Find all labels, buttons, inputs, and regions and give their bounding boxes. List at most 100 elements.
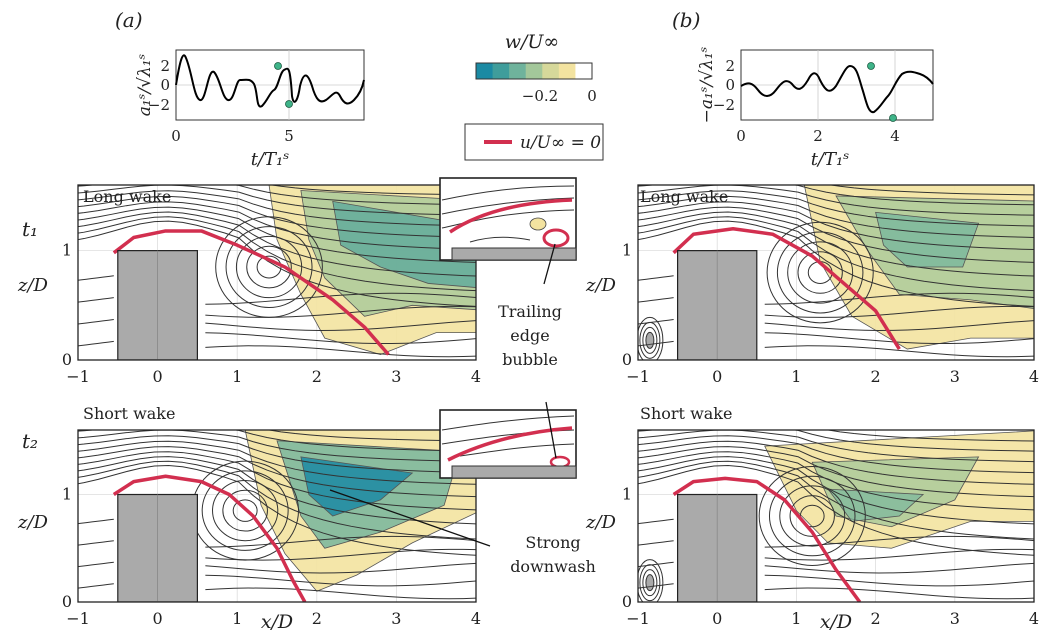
left-bottom-streamline: [78, 446, 476, 498]
right-top-flow-panel: −1 0 1 2 3 401: [622, 184, 1039, 386]
right-top-corner-vortex: [639, 321, 661, 359]
right-top-xtick: 0: [712, 367, 722, 386]
left-top-xtick: 2: [312, 367, 322, 386]
right-top-corner-vortex: [638, 316, 664, 360]
left-bottom-streamline: [78, 451, 476, 511]
inset-top: [439, 177, 577, 261]
right-bottom-streamline: [764, 574, 1034, 587]
left-bottom-ytick: 0: [62, 592, 72, 611]
right-bottom-vortex-loop: [779, 485, 846, 547]
left-top-streamline: [78, 185, 476, 216]
left-bottom-short-wake: Short wake: [83, 404, 175, 423]
right-top-xtick: −1: [626, 367, 650, 386]
right-bottom-streamline: [824, 430, 1034, 442]
left-bottom-frame: [77, 429, 477, 603]
left-top-zero-contour: [112, 229, 390, 356]
colorbar-swatch: [542, 63, 560, 79]
right-top-streamline: [638, 195, 1034, 238]
right-top-ytick: 0: [622, 350, 632, 369]
timeseries-b-marker-t2: [889, 114, 897, 122]
left-xlabel: x/D: [261, 611, 293, 633]
left-bottom-xtick: 0: [153, 609, 163, 628]
right-bottom-streamline: [638, 430, 1034, 452]
right-top-streamline: [638, 185, 1034, 206]
right-bottom-streamline: [638, 440, 1034, 485]
right-top-vortex-loop: [787, 241, 854, 304]
timeseries-b: 2 0 −2 0 2 4 t/T₁ˢ −a₁ˢ/√λ₁ˢ: [697, 46, 934, 170]
right-bottom-zero-contour: [672, 476, 862, 602]
colorbar-swatch: [558, 63, 576, 79]
right-top-streamline: [764, 345, 1034, 358]
inset-bottom: [439, 409, 577, 479]
left-bottom-zero-contour: [112, 474, 307, 602]
left-bottom-vortex-loop: [232, 499, 258, 522]
right-top-zero-contour: [672, 227, 901, 350]
panel-a-label: (a): [115, 8, 143, 32]
left-top-streamline: [205, 320, 476, 331]
panel-b-label: (b): [672, 8, 700, 32]
left-bottom-streamline: [78, 440, 476, 485]
left-bottom-flow-panel: −1 0 1 2 3 401: [62, 429, 481, 628]
right-top-streamline: [638, 216, 1034, 292]
timeseries-b-xtick-0: 0: [736, 127, 746, 145]
left-top-streamline: [205, 332, 476, 345]
timeseries-b-marker-t1: [867, 62, 875, 70]
right-bottom-streamline: [638, 518, 674, 525]
right-bottom-streamline: [638, 435, 1034, 474]
left-bottom-streamline: [205, 587, 476, 600]
right-top-xtick: 4: [1029, 367, 1039, 386]
right-bottom-xtick: 4: [1029, 609, 1039, 628]
colorbar-swatch: [575, 63, 593, 79]
colorbar-swatch: [509, 63, 527, 79]
timeseries-a-xtick-0: 0: [171, 127, 181, 145]
right-top-streamline: [764, 292, 1034, 305]
left-top-streamline: [78, 195, 476, 238]
timeseries-b-ylabel: −a₁ˢ/√λ₁ˢ: [697, 46, 717, 123]
colorbar-swatch: [492, 63, 510, 79]
left-top-xtick: 1: [232, 367, 242, 386]
right-bottom-streamline: [638, 460, 1034, 540]
left-bottom-streamline: [78, 561, 114, 568]
right-top-streamline: [638, 275, 674, 281]
right-top-vortex-loop: [776, 231, 864, 314]
right-top-ytick: 1: [622, 241, 632, 260]
left-bottom-streamline: [78, 583, 114, 589]
left-top-zd-label: z/D: [17, 275, 49, 296]
left-top-xtick: 3: [391, 367, 401, 386]
left-bottom-streamline: [205, 535, 476, 548]
left-bottom-streamline: [78, 435, 476, 474]
right-bottom-streamline: [764, 562, 1034, 574]
left-bottom-streamline: [265, 430, 476, 442]
left-top-streamline: [78, 340, 114, 347]
right-bottom-short-wake: Short wake: [640, 404, 732, 423]
left-top-streamline: [78, 216, 476, 292]
timeseries-b-ytick-2: 2: [725, 57, 735, 75]
right-bottom-streamline: [638, 540, 674, 546]
left-bottom-streamline: [78, 540, 114, 546]
right-bottom-vortex-loop: [758, 466, 866, 566]
left-bottom-vortex-loop: [201, 470, 289, 551]
timeseries-b-xlabel: t/T₁ˢ: [811, 149, 850, 170]
right-bottom-vortex-loop: [768, 475, 856, 557]
right-top-streamline: [638, 297, 674, 303]
legend: u/U∞ = 0: [464, 123, 604, 161]
right-bottom-xtick: 0: [712, 609, 722, 628]
left-top-streamline: [78, 275, 114, 281]
right-bottom-corner-vortex: [638, 559, 664, 602]
left-bottom-streamline: [205, 574, 476, 587]
timeseries-a-marker-t1: [274, 62, 282, 70]
left-bottom-xtick: 1: [232, 609, 242, 628]
right-top-long-wake: Long wake: [640, 187, 728, 206]
left-top-vortex-loop: [235, 235, 303, 299]
left-bottom-streamline: [78, 518, 114, 525]
timeseries-a-curve: [175, 54, 365, 108]
left-bottom-xtick: −1: [66, 609, 90, 628]
annotation-downwash: downwash: [510, 557, 596, 576]
left-top-long-wake: Long wake: [83, 187, 171, 206]
right-top-streamline: [764, 305, 1034, 318]
right-top-frame: [637, 184, 1035, 361]
right-top-xtick: 1: [791, 367, 801, 386]
annotation-strong-downwash: Strong downwash: [329, 489, 596, 576]
right-bottom-ytick: 1: [622, 485, 632, 504]
row-t2-label: t₂: [22, 429, 38, 453]
